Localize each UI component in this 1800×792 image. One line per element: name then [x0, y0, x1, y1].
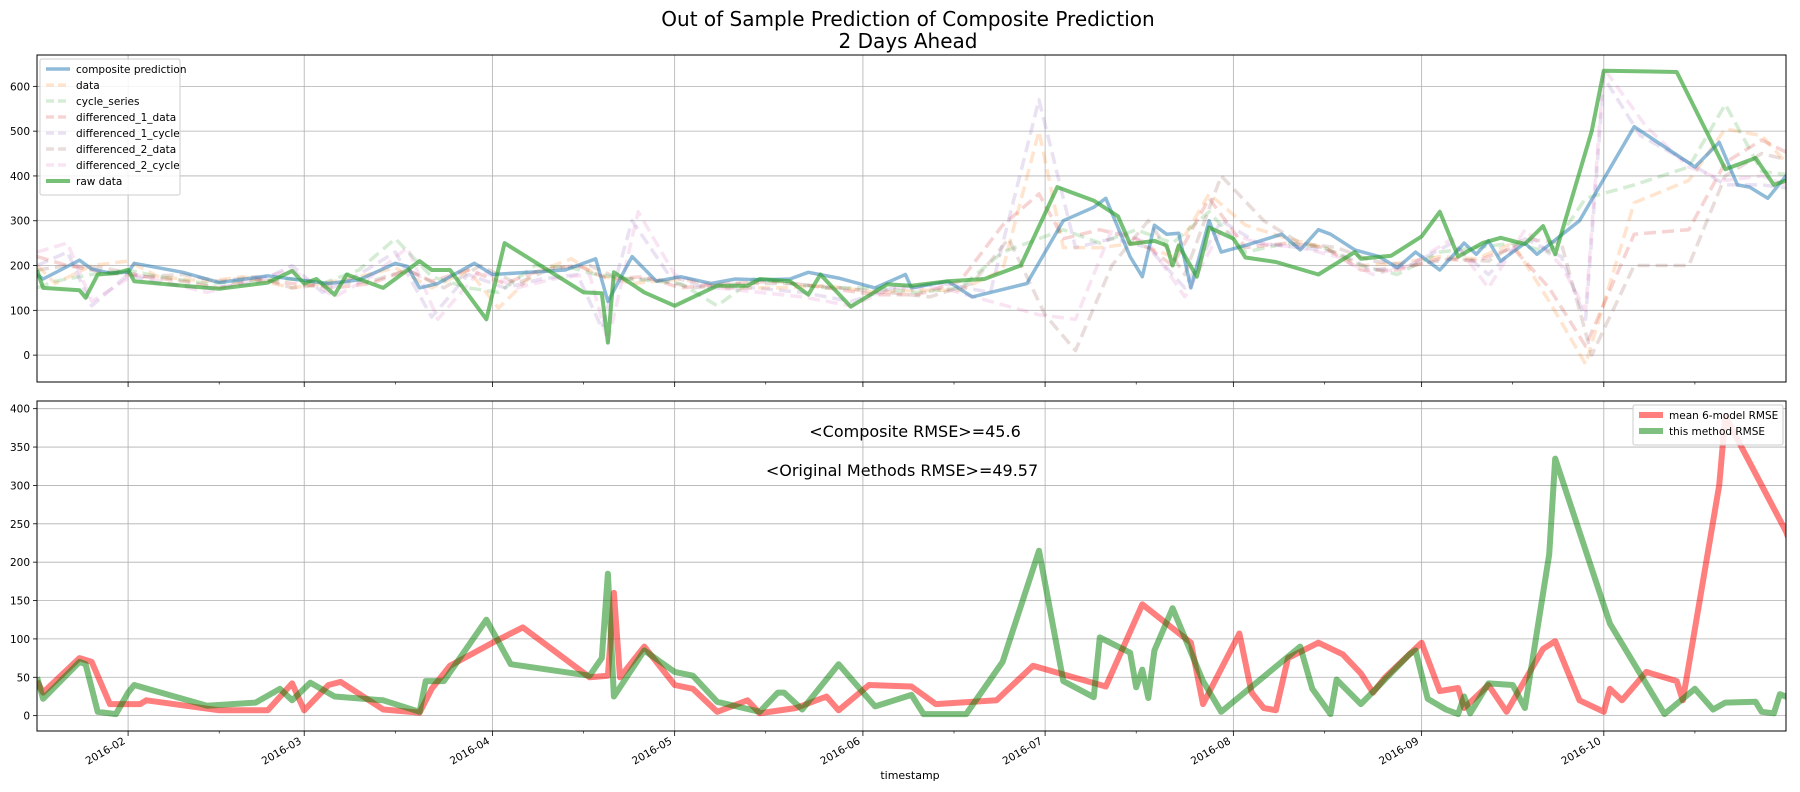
y-tick-label: 200: [10, 557, 30, 569]
y-tick-label: 150: [10, 596, 30, 608]
legend-box: [1632, 404, 1784, 446]
series-line-this-method-rmse: [37, 455, 1786, 718]
legend-label: differenced_2_data: [76, 144, 176, 156]
legend-label: raw data: [76, 176, 122, 188]
bottom-x-ticks: 2016-02 2016-03 2016-04 2016-05 2016-06 2016-…: [84, 731, 1696, 768]
legend-label: mean 6-model RMSE: [1669, 410, 1778, 422]
y-tick-label: 100: [10, 305, 30, 317]
series-line-differenced-1-cycle: [37, 75, 1786, 330]
top-series-lines: [37, 66, 1786, 366]
top-y-ticks: 0 100 200 300 400 500 600: [10, 81, 37, 362]
series-line-cycle-series: [37, 102, 1786, 308]
y-tick-label: 200: [10, 261, 30, 273]
legend-label: cycle_series: [76, 96, 139, 108]
y-tick-label: 50: [17, 672, 30, 684]
y-tick-label: 300: [10, 216, 30, 228]
y-tick-label: 500: [10, 126, 30, 138]
x-tick-label: 2016-08: [1189, 735, 1233, 767]
annotation-composite-rmse: <Composite RMSE>=45.6: [809, 422, 1021, 441]
legend-label: data: [76, 80, 100, 92]
legend-box: [39, 58, 181, 196]
y-tick-label: 350: [10, 442, 30, 454]
top-legend: composite prediction data cycle_seriesdiff…: [39, 58, 187, 196]
legend-label: differenced_1_cycle: [76, 128, 180, 140]
y-tick-label: 0: [23, 350, 30, 362]
y-tick-label: 300: [10, 480, 30, 492]
bottom-legend: mean 6-model RMSE this method RMSE: [1632, 404, 1784, 446]
series-line-raw-data: [37, 68, 1786, 345]
x-tick-label: 2016-02: [84, 735, 128, 767]
bottom-plot-frame: [36, 400, 1787, 732]
top-plot-frame: [36, 54, 1787, 383]
legend-label: this method RMSE: [1669, 426, 1765, 438]
x-axis-label: timestamp: [880, 769, 939, 782]
title-line-2: 2 Days Ahead: [839, 29, 978, 53]
title-line-1: Out of Sample Prediction of Composite Pr…: [661, 7, 1154, 31]
series-line-differenced-2-cycle: [37, 66, 1786, 344]
bottom-y-ticks: 0 50 100 150 200 250 300 350 400: [10, 404, 37, 723]
series-line-composite-prediction: [37, 124, 1786, 304]
x-tick-label: 2016-05: [630, 735, 674, 767]
series-line-data: [37, 127, 1786, 366]
series-line-differenced-1-data: [37, 138, 1786, 348]
legend-label: differenced_1_data: [76, 112, 176, 124]
y-tick-label: 250: [10, 519, 30, 531]
bottom-series-lines: [37, 413, 1786, 718]
x-tick-label: 2016-03: [260, 735, 304, 767]
x-tick-label: 2016-06: [818, 735, 862, 767]
x-tick-label: 2016-10: [1559, 735, 1603, 767]
y-tick-label: 600: [10, 81, 30, 93]
top-panel: 0 100 200 300 400 500 600 composite prediction…: [10, 54, 1787, 387]
annotation-original-rmse: <Original Methods RMSE>=49.57: [766, 461, 1038, 480]
legend-label: composite prediction: [76, 64, 187, 76]
top-x-ticks: [127, 382, 1696, 387]
legend-label: differenced_2_cycle: [76, 160, 180, 172]
x-tick-label: 2016-09: [1377, 735, 1421, 767]
top-grid: [37, 55, 1786, 382]
y-tick-label: 400: [10, 171, 30, 183]
x-tick-label: 2016-04: [448, 735, 492, 767]
series-line-differenced-2-data: [37, 151, 1786, 357]
y-tick-label: 400: [10, 404, 30, 416]
y-tick-label: 0: [23, 711, 30, 723]
y-tick-label: 100: [10, 634, 30, 646]
x-tick-label: 2016-07: [1001, 735, 1045, 767]
bottom-grid: [37, 401, 1786, 731]
